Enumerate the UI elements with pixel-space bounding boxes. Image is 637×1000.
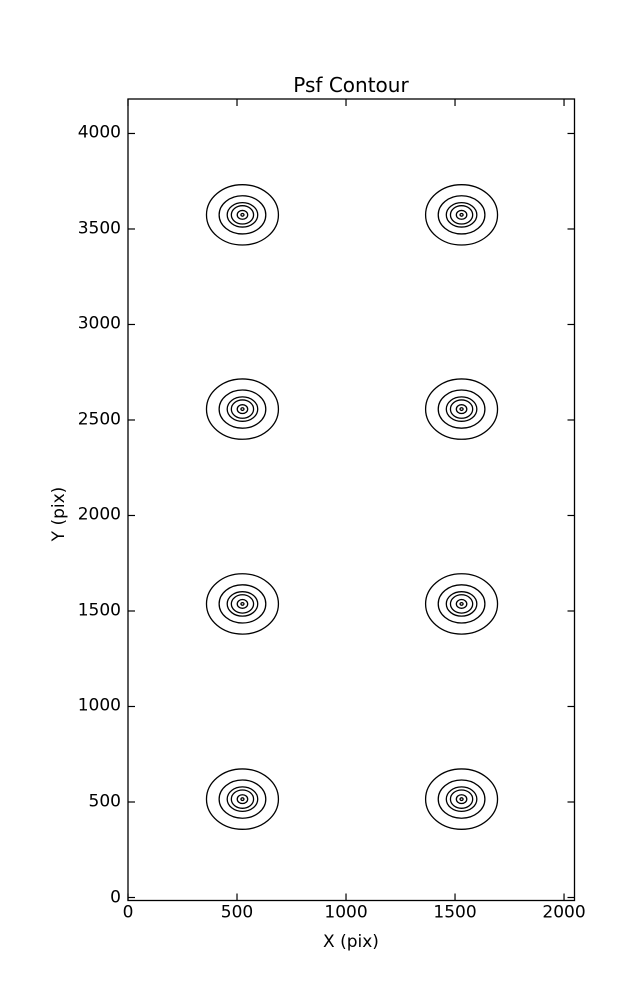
contour-blob (424, 184, 499, 246)
contour-line (236, 794, 249, 805)
contour-line (445, 396, 478, 422)
contour-line (230, 205, 255, 225)
y-tick-label: 4000 (77, 123, 121, 144)
contour-line (437, 584, 486, 624)
contour-line (424, 184, 499, 246)
contour-line (445, 786, 478, 813)
contour-line (449, 789, 474, 809)
y-tick-label: 2000 (77, 505, 121, 526)
contour-line (205, 378, 280, 440)
contour-blob (205, 573, 280, 635)
contour-line (205, 184, 280, 246)
contour-line (437, 389, 486, 429)
contour-blob (205, 184, 280, 246)
contour-line (240, 407, 245, 412)
contour-line (230, 399, 255, 419)
y-tick-label: 1000 (77, 696, 121, 717)
contour-line (240, 212, 245, 217)
contour-line (226, 591, 259, 617)
contour-line (218, 584, 267, 624)
contour-blob (205, 378, 280, 440)
contour-line (230, 789, 255, 809)
contour-line (455, 404, 468, 415)
contour-line (236, 209, 249, 220)
contour-line (449, 205, 474, 225)
x-tick-label: 2000 (542, 902, 586, 923)
y-tick-label: 3500 (77, 218, 121, 239)
x-tick-label: 500 (220, 902, 254, 923)
contour-blob (424, 378, 499, 440)
contour-line (236, 404, 249, 415)
chart-title: Psf Contour (293, 73, 409, 97)
y-tick-label: 500 (88, 791, 121, 812)
contour-line (226, 201, 259, 228)
contour-blob (424, 573, 499, 635)
contour-line (226, 786, 259, 813)
contour-line (449, 594, 474, 614)
contour-line (455, 598, 468, 609)
x-tick-label: 1500 (433, 902, 477, 923)
plot-frame (127, 98, 576, 902)
contour-line (449, 399, 474, 419)
contour-line (459, 407, 464, 412)
contour-line (437, 779, 486, 819)
contour-line (205, 573, 280, 635)
contour-line (205, 768, 280, 830)
y-tick-label: 3000 (77, 314, 121, 335)
contour-line (424, 768, 499, 830)
contour-line (236, 598, 249, 609)
contour-line (445, 201, 478, 228)
contour-line (424, 573, 499, 635)
contour-blob (424, 768, 499, 830)
contour-line (218, 195, 267, 235)
x-tick-label: 1000 (324, 902, 368, 923)
contour-line (218, 779, 267, 819)
contour-line (424, 378, 499, 440)
x-axis-label: X (pix) (323, 932, 379, 952)
contour-line (459, 212, 464, 217)
contour-line (455, 794, 468, 805)
y-tick-label: 2500 (77, 409, 121, 430)
contour-line (218, 389, 267, 429)
x-tick-label: 0 (122, 902, 134, 923)
y-tick-label: 1500 (77, 600, 121, 621)
contour-line (240, 601, 245, 606)
contour-line (445, 591, 478, 617)
contour-line (459, 797, 464, 802)
contour-line (455, 209, 468, 220)
contour-line (240, 797, 245, 802)
y-tick-label: 0 (110, 887, 121, 908)
contour-line (226, 396, 259, 422)
contour-line (459, 601, 464, 606)
contour-line (230, 594, 255, 614)
contour-blob (205, 768, 280, 830)
contour-line (437, 195, 486, 235)
